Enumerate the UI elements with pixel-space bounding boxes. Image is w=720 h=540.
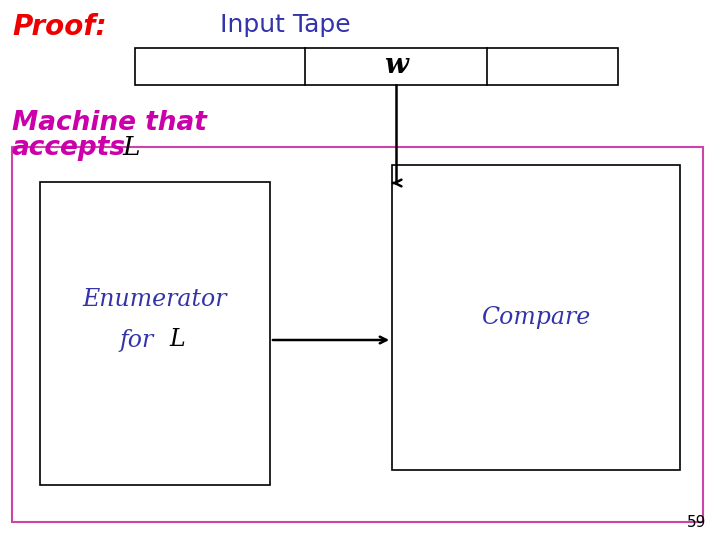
Text: accepts: accepts	[12, 135, 126, 161]
Bar	[392, 165, 680, 470]
Text: L: L	[169, 328, 185, 352]
Bar	[135, 48, 618, 85]
Text: Compare: Compare	[482, 306, 590, 329]
Text: 59: 59	[687, 515, 706, 530]
Text: w: w	[384, 52, 408, 79]
Text: Enumerator: Enumerator	[83, 288, 228, 312]
Bar	[12, 147, 703, 522]
Bar	[40, 182, 270, 485]
Text: L: L	[122, 135, 140, 160]
Text: Proof:: Proof:	[12, 13, 107, 41]
Text: Machine that: Machine that	[12, 110, 207, 136]
Text: Input Tape: Input Tape	[220, 13, 351, 37]
Text: for: for	[120, 328, 154, 352]
